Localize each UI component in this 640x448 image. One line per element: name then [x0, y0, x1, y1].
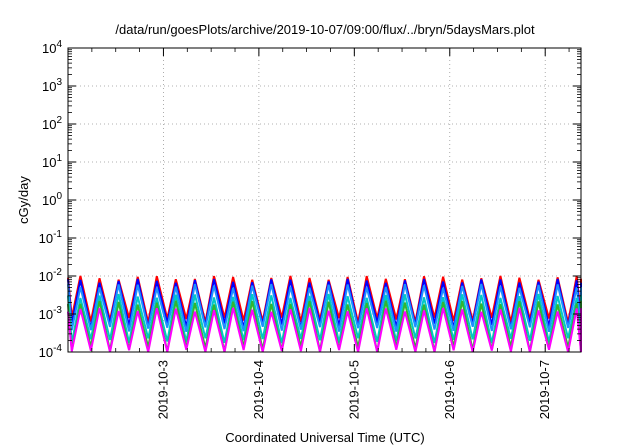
x-axis: 2019-10-3 2019-10-4 2019-10-5 2019-10-6 2019…: [91, 48, 570, 419]
y-axis-label: cGy/day: [16, 176, 31, 224]
x-tick-label: 2019-10-4: [251, 360, 266, 419]
series-line: [67, 300, 582, 352]
y-tick-label: 101: [42, 153, 62, 170]
series-layer: [67, 275, 582, 353]
y-tick-label: 10-1: [39, 229, 63, 246]
series-line: [67, 283, 582, 333]
series-line: [67, 307, 582, 353]
x-axis-label: Coordinated Universal Time (UTC): [225, 430, 424, 445]
x-tick-label: 2019-10-3: [155, 360, 170, 419]
x-tick-label: 2019-10-7: [537, 360, 552, 419]
y-axis: 104 103 102 101 100 10-1 10-2 10-3 10-4: [39, 39, 581, 360]
y-tick-label: 10-4: [39, 343, 63, 360]
y-tick-label: 10-3: [39, 305, 63, 322]
chart-title: /data/run/goesPlots/archive/2019-10-07/0…: [115, 22, 535, 37]
y-tick-label: 103: [42, 77, 62, 94]
y-tick-label: 104: [42, 39, 62, 56]
x-tick-label: 2019-10-5: [346, 360, 361, 419]
y-tick-label: 10-2: [39, 267, 63, 284]
series-line: [67, 293, 582, 344]
y-tick-label: 100: [42, 191, 62, 208]
x-tick-label: 2019-10-6: [442, 360, 457, 419]
y-tick-label: 102: [42, 115, 62, 132]
